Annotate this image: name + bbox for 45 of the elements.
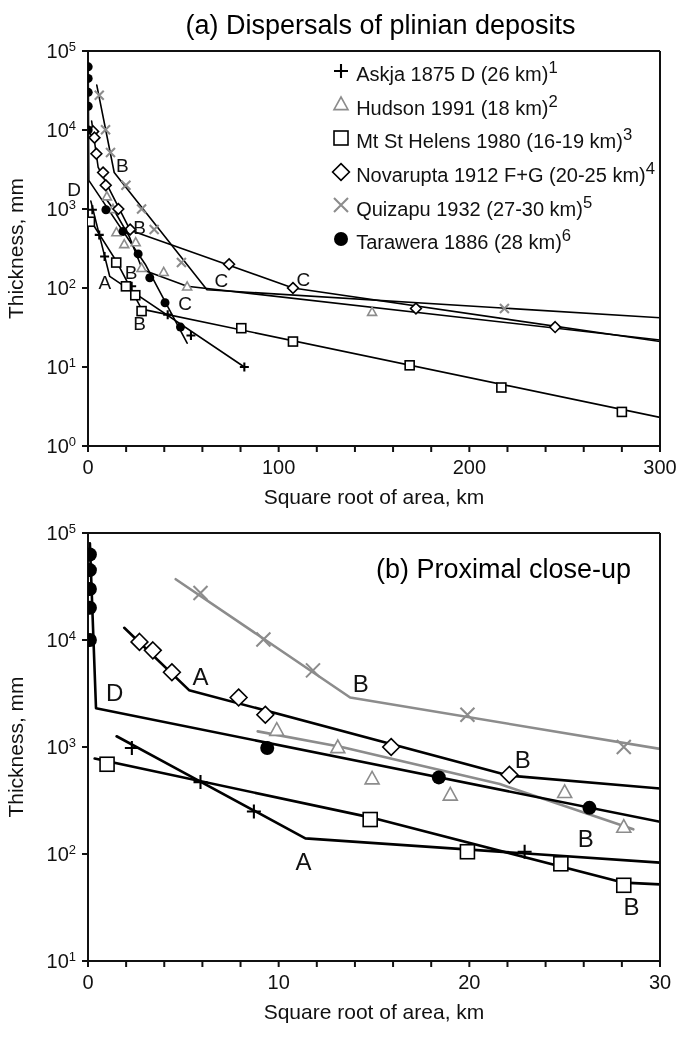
y-tick-label: 10$^{5}$ [46, 38, 76, 62]
annotation: B [115, 154, 129, 176]
y-tick-label: 10$^{1}$ [46, 354, 76, 378]
legend-label: Quizapu 1932 (27-30 km)$^{5}$ [356, 191, 593, 222]
annotation: B [124, 261, 138, 283]
x-tick-label: 0 [82, 971, 94, 993]
x-axis-title: Square root of area, km [263, 485, 485, 508]
annotation: D [106, 679, 124, 707]
x-tick-label: 200 [452, 456, 487, 478]
x-tick-label: 300 [643, 456, 677, 478]
x-tick-label: 0 [82, 456, 94, 478]
legend-label: Tarawera 1886 (28 km)$^{6}$ [356, 225, 572, 255]
annotation: A [98, 272, 112, 294]
x-tick-label: 30 [648, 971, 672, 993]
legend-label: Askja 1875 D (26 km)$^{1}$ [356, 57, 558, 87]
annotation: B [133, 312, 146, 334]
y-tick-label: 10$^{2}$ [46, 275, 76, 299]
y-axis-title: Thickness, mm [4, 676, 28, 818]
legend-label: Novarupta 1912 F+G (20-25 km)$^{4}$ [356, 157, 655, 188]
y-tick-label: 10$^{5}$ [46, 520, 76, 544]
text: (b) Proximal close-up [375, 554, 631, 585]
annotation: C [178, 292, 193, 314]
annotation: B [352, 670, 369, 698]
chart-title: (a) Dispersals of plinian deposits [185, 10, 576, 40]
annotation: A [295, 848, 312, 876]
y-tick-label: 10$^{4}$ [46, 627, 76, 651]
annotation: B [623, 893, 640, 921]
legend-label: Mt St Helens 1980 (16-19 km)$^{3}$ [356, 124, 633, 154]
annotation: C [214, 270, 229, 292]
y-tick-label: 10$^{4}$ [46, 117, 76, 141]
legend-label: Hudson 1991 (18 km)$^{2}$ [356, 90, 558, 121]
y-tick-label: 10$^{2}$ [46, 841, 76, 865]
y-tick-label: 10$^{3}$ [46, 734, 76, 758]
y-tick-label: 10$^{0}$ [46, 433, 76, 457]
y-tick-label: 10$^{1}$ [46, 948, 76, 972]
annotation: B [577, 824, 594, 852]
annotation: B [133, 216, 146, 238]
x-tick-label: 20 [458, 971, 481, 993]
annotation: B [514, 746, 531, 774]
x-tick-label: 100 [261, 456, 296, 478]
annotation: C [296, 268, 311, 290]
y-axis-title: Thickness, mm [4, 177, 28, 320]
x-axis-title: Square root of area, km [263, 1000, 485, 1023]
annotation: A [192, 662, 209, 690]
x-tick-label: 10 [267, 971, 290, 993]
